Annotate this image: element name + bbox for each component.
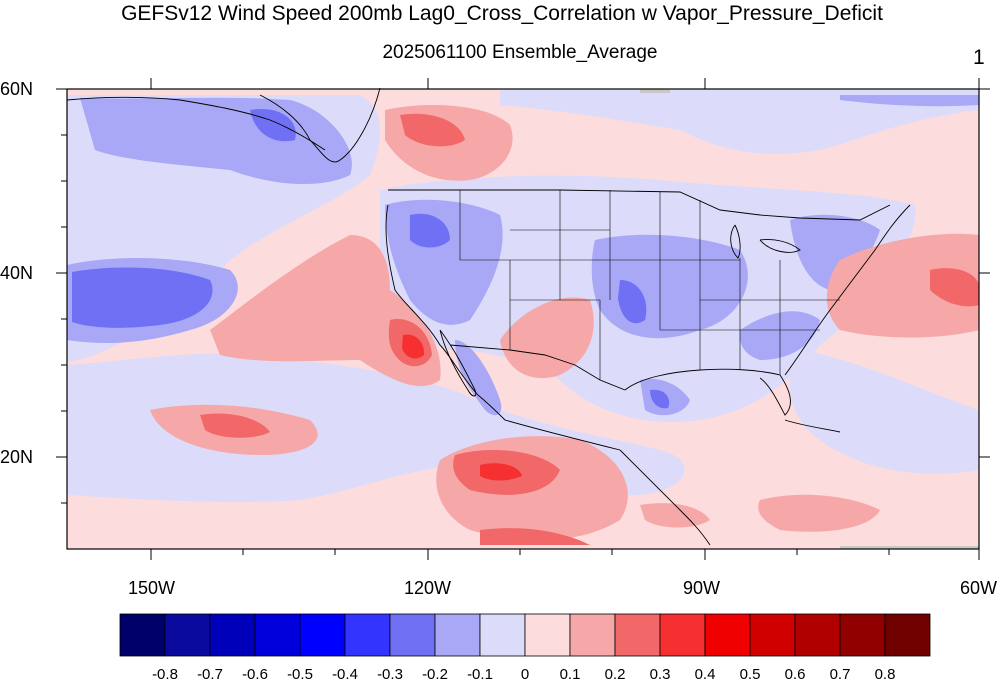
lon-label-120w: 120W: [404, 578, 452, 598]
lon-label-60w: 60W: [960, 578, 998, 598]
state-borders: [459, 190, 840, 380]
colorbar-tick-label: -0.7: [197, 666, 223, 683]
great-lakes: [730, 224, 801, 259]
colorbar-box: [614, 613, 661, 657]
colorbar-tick-label: 0.7: [829, 666, 851, 683]
colorbar-box: [209, 613, 256, 657]
colorbar-box: [119, 613, 166, 657]
colorbar-box: [344, 613, 391, 657]
lat-label-60n: 60N: [0, 79, 34, 99]
map-area: [56, 78, 990, 560]
colorbar-box: [254, 613, 301, 657]
colorbar-tick-label: -0.1: [467, 666, 493, 683]
us-mexico-border: [449, 344, 626, 391]
central-america: [619, 449, 711, 546]
us-canada-border: [388, 189, 891, 221]
region-alaska-core-positive: [400, 113, 465, 147]
map-subtitle: 2025061100 Ensemble_Average: [382, 42, 658, 63]
region-hudson-negative: [840, 95, 979, 107]
region-hawaii-core-negative: [72, 267, 213, 328]
colorbar-box: [524, 613, 571, 657]
region-east-atlantic-negative: [789, 350, 979, 474]
missing-strip-top: [640, 89, 670, 93]
north-america-west-coast: [259, 87, 621, 451]
colorbar-box: [794, 613, 841, 657]
lon-label-150w: 150W: [128, 578, 176, 598]
colorbar-box: [704, 613, 751, 657]
missing-strip-bottom: [840, 546, 979, 549]
colorbar-box: [659, 613, 706, 657]
region-east-pacific-positive: [640, 503, 710, 528]
panel-number: 1: [973, 46, 985, 69]
baja-peninsula: [439, 329, 477, 397]
missing-data-strips: [640, 89, 979, 549]
colorbar-tick-label: 0.5: [739, 666, 761, 683]
axis-ticks: [56, 78, 990, 560]
colorbar-tick-label: 0.8: [874, 666, 896, 683]
coastlines-and-borders: [66, 87, 911, 546]
colorbar-box: [434, 613, 481, 657]
region-california-positive: [210, 235, 441, 387]
east-coast: [784, 204, 911, 376]
colorbar-tick-label: -0.2: [422, 666, 448, 683]
colorbar-tick-label: 0.2: [604, 666, 626, 683]
lat-label-40n: 40N: [0, 263, 34, 283]
colorbar-tick-label: 0: [520, 666, 530, 683]
region-socal-peak-positive: [402, 334, 425, 359]
region-alaska-negative: [500, 90, 979, 154]
region-atlantic-positive: [826, 233, 979, 338]
colorbar-tick-label: 0.3: [649, 666, 671, 683]
alaska-coast: [66, 96, 326, 151]
moderate-positive-regions: [200, 113, 979, 545]
colorbar-box: [569, 613, 616, 657]
map-title: GEFSv12 Wind Speed 200mb Lag0_Cross_Corr…: [121, 2, 883, 25]
region-baja-negative: [455, 340, 502, 416]
colorbar-box: [299, 613, 346, 657]
region-mexico-peak-positive: [480, 463, 522, 481]
strong-negative-regions: [72, 109, 670, 409]
cuba-outline: [784, 419, 841, 433]
colorbar-box: [884, 613, 931, 657]
region-caribbean-positive: [758, 494, 880, 532]
colorbar-box: [389, 613, 436, 657]
region-nw-us-core-negative: [410, 213, 450, 248]
lon-label-90w: 90W: [683, 578, 721, 598]
weak-negative-regions: [67, 90, 979, 503]
region-gulf-coast-core-negative: [650, 389, 670, 409]
colorbar-tick-label: 0.4: [694, 666, 716, 683]
region-southwest-positive: [500, 297, 594, 379]
weak-positive-regions: [150, 105, 979, 541]
colorbar-box: [839, 613, 886, 657]
lat-label-20n: 20N: [0, 447, 34, 467]
region-atlantic-core-positive: [930, 268, 979, 307]
region-northeast-negative: [790, 214, 880, 290]
colorbar-box: [479, 613, 526, 657]
colorbar-tick-label: -0.3: [377, 666, 403, 683]
colorbar-tick-label: 0.1: [559, 666, 581, 683]
colorbar-tick-label: -0.8: [152, 666, 178, 683]
colorbar-box: [164, 613, 211, 657]
region-south-mexico-core-positive: [480, 528, 590, 545]
colorbar-tick-label: -0.6: [242, 666, 268, 683]
colorbar-tick-label: -0.5: [287, 666, 313, 683]
colorbar-box: [749, 613, 796, 657]
strong-positive-regions: [402, 334, 522, 481]
colorbar: [119, 613, 931, 657]
region-plains-core-negative: [618, 280, 647, 324]
region-subtropical-pacific-core-positive: [200, 413, 270, 438]
colorbar-tick-label: 0.6: [784, 666, 806, 683]
colorbar-tick-label: -0.4: [332, 666, 358, 683]
